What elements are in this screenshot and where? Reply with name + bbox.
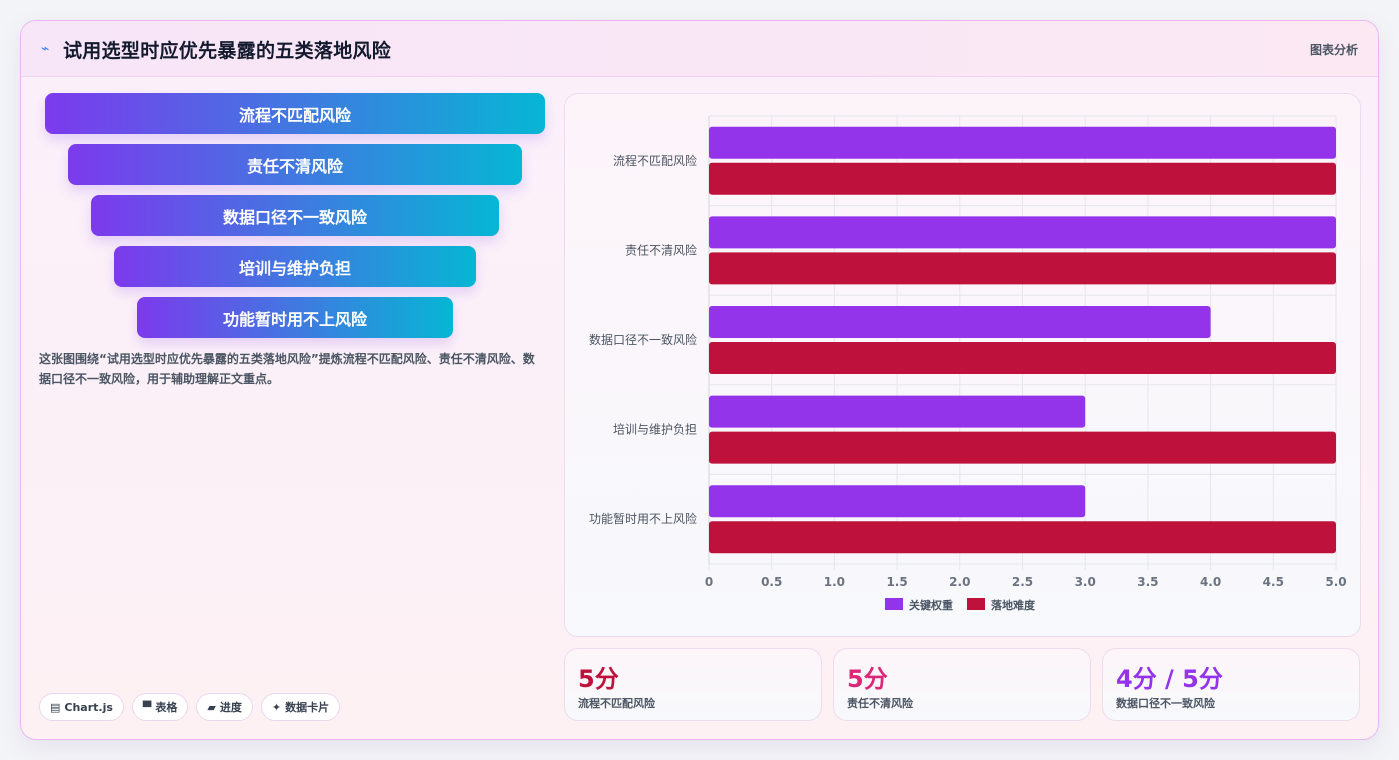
stat-card-2: 5分 责任不清风险 <box>833 648 1091 721</box>
main-card: ⌁ 试用选型时应优先暴露的五类落地风险 图表分析 流程不匹配风险 责任不清风险 … <box>20 20 1379 740</box>
bar-difficulty <box>709 252 1336 285</box>
legend-label: 落地难度 <box>991 598 1036 612</box>
header-tag: 图表分析 <box>1309 43 1358 57</box>
chart-panel: 0 0.5 1.0 1.5 2.0 2.5 3.0 3.5 4.0 4.5 5.0 流程不匹配风险责任… <box>564 93 1361 637</box>
x-tick-label: 3.5 <box>1137 575 1158 589</box>
x-tick-label: 2.5 <box>1012 575 1033 589</box>
bar-weight <box>709 216 1336 249</box>
bar-weight <box>709 395 1086 428</box>
page-title: 试用选型时应优先暴露的五类落地风险 <box>63 40 392 62</box>
chip-chartjs[interactable]: ▤ Chart.js <box>39 693 124 721</box>
stat-label: 责任不清风险 <box>847 697 913 710</box>
x-tick-label: 3.0 <box>1075 575 1096 589</box>
bar-difficulty <box>709 162 1336 195</box>
legend-swatch <box>885 598 903 610</box>
x-tick-label: 2.0 <box>949 575 970 589</box>
stat-value: 5分 <box>578 665 619 693</box>
trend-icon: ⌁ <box>41 41 50 57</box>
funnel-step-2: 责任不清风险 <box>68 144 522 185</box>
bar-difficulty <box>709 431 1336 464</box>
x-tick-label: 0.5 <box>761 575 782 589</box>
legend-label: 关键权重 <box>909 598 953 612</box>
chip-label: 表格 <box>155 701 178 714</box>
x-tick-label: 1.5 <box>886 575 907 589</box>
folder-icon: ▰ <box>207 700 216 714</box>
bar-difficulty <box>709 342 1336 374</box>
x-tick-label: 4.5 <box>1263 575 1284 589</box>
bar-weight <box>709 306 1211 338</box>
y-tick-label: 功能暂时用不上风险 <box>589 511 697 526</box>
funnel-step-3: 数据口径不一致风险 <box>91 195 499 236</box>
chart-description: 这张图围绕“试用选型时应优先暴露的五类落地风险”提炼流程不匹配风险、责任不清风险… <box>39 352 535 386</box>
chip-progress[interactable]: ▰ 进度 <box>196 693 253 721</box>
sparkle-icon: ✦ <box>271 700 282 714</box>
x-tick-label: 4.0 <box>1200 575 1221 589</box>
bar-difficulty <box>709 521 1336 554</box>
stat-value: 5分 <box>847 665 888 693</box>
stat-label: 流程不匹配风险 <box>578 697 655 710</box>
chip-label: 进度 <box>219 701 242 714</box>
bar-weight <box>709 126 1336 159</box>
legend-swatch <box>967 598 985 610</box>
chip-label: Chart.js <box>64 700 113 714</box>
header: ⌁ 试用选型时应优先暴露的五类落地风险 图表分析 <box>21 21 1378 77</box>
chip-table[interactable]: ▀ 表格 <box>131 693 189 721</box>
y-tick-label: 培训与维护负担 <box>613 422 697 437</box>
x-tick-label: 0 <box>705 575 713 589</box>
x-tick-label: 1.0 <box>824 575 845 589</box>
chip-datacard[interactable]: ✦ 数据卡片 <box>260 693 341 721</box>
bar-chart: 0 0.5 1.0 1.5 2.0 2.5 3.0 3.5 4.0 4.5 5.0 流程不匹配风险责任… <box>589 115 1347 612</box>
funnel-step-1: 流程不匹配风险 <box>45 93 545 134</box>
chip-label: 数据卡片 <box>285 701 330 714</box>
x-tick-label: 5.0 <box>1325 575 1346 589</box>
y-tick-label: 数据口径不一致风险 <box>589 332 697 347</box>
stat-card-1: 5分 流程不匹配风险 <box>564 648 822 721</box>
y-tick-label: 责任不清风险 <box>625 242 697 257</box>
stat-card-3: 4分 / 5分 数据口径不一致风险 <box>1102 648 1360 721</box>
funnel-step-4: 培训与维护负担 <box>114 246 476 287</box>
stat-value: 4分 / 5分 <box>1116 665 1223 693</box>
chart-icon: ▤ <box>50 700 61 714</box>
table-icon: ▀ <box>142 700 152 714</box>
chip-row: ▤ Chart.js ▀ 表格 ▰ 进度 ✦ 数据卡片 <box>39 693 341 721</box>
y-tick-label: 流程不匹配风险 <box>613 153 697 168</box>
funnel-step-5: 功能暂时用不上风险 <box>137 297 453 338</box>
stat-label: 数据口径不一致风险 <box>1116 697 1215 710</box>
bar-weight <box>709 485 1086 518</box>
